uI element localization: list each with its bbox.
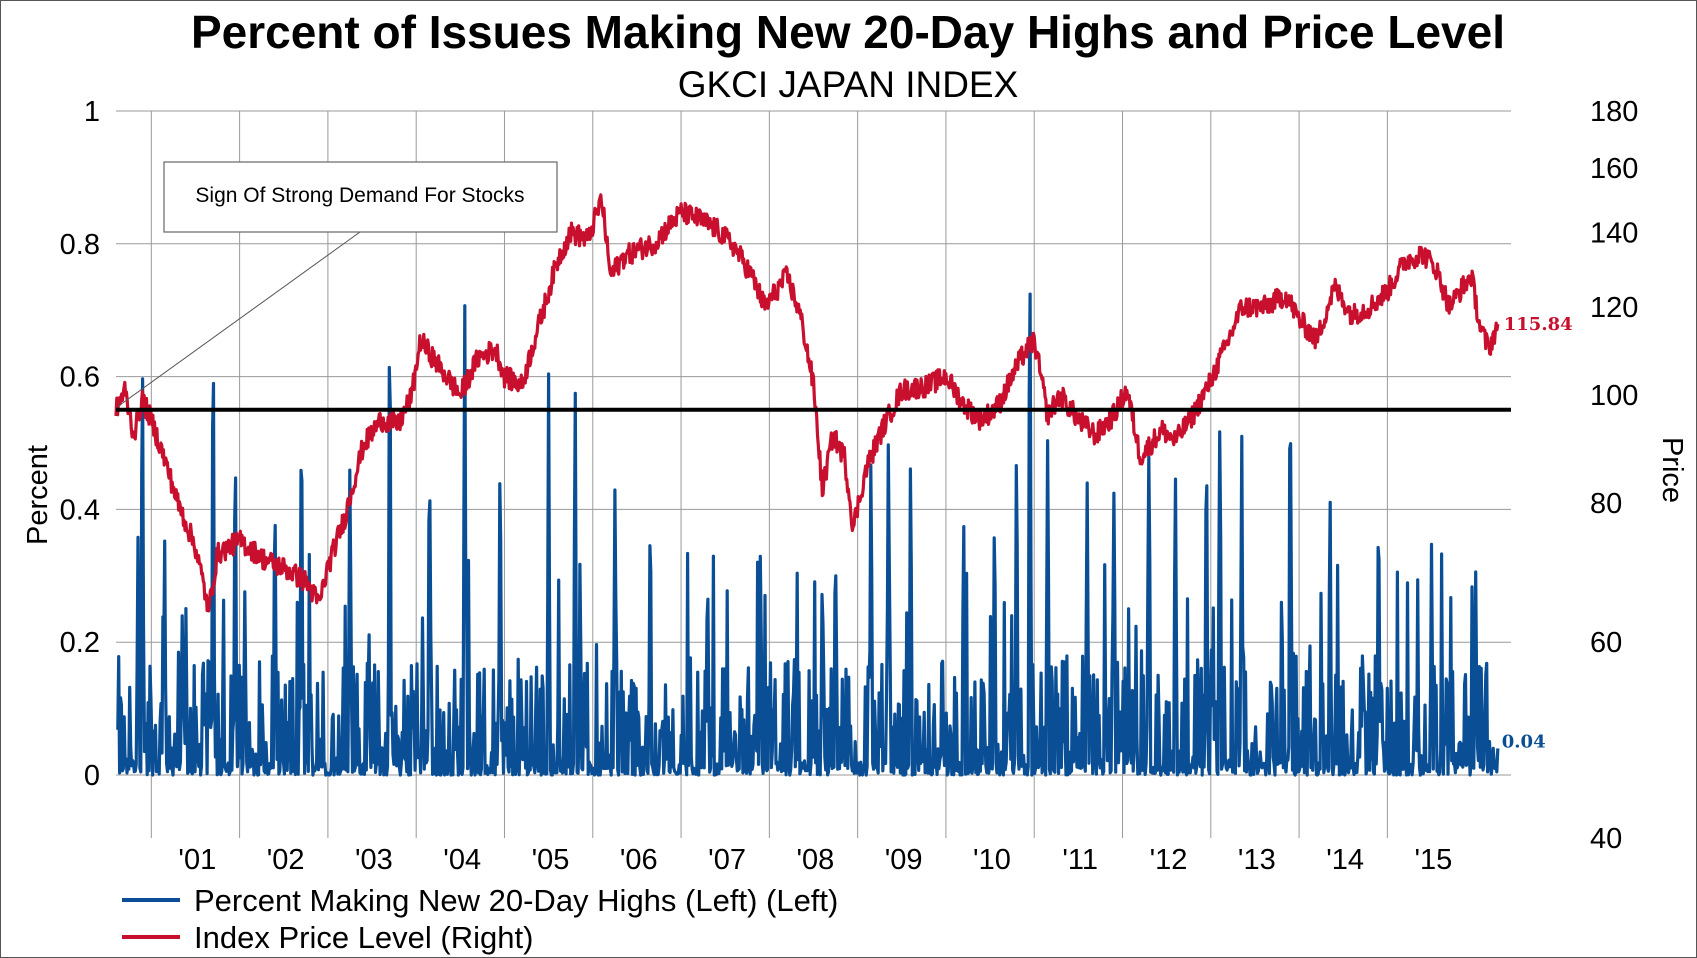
x-tick-label: '13 <box>1238 844 1276 876</box>
x-tick-label: '03 <box>355 844 393 876</box>
right-tick-label: 180 <box>1590 96 1638 128</box>
series-layer <box>114 193 1500 777</box>
left-tick-label: 0 <box>84 760 100 792</box>
right-tick-label: 140 <box>1590 217 1638 249</box>
left-tick-label: 0.8 <box>60 229 100 261</box>
x-tick-label: '09 <box>885 844 923 876</box>
right-tick-label: 40 <box>1590 823 1622 855</box>
chart-subtitle: GKCI JAPAN INDEX <box>678 64 1019 105</box>
series-percent-line <box>116 292 1500 777</box>
x-tick-label: '10 <box>973 844 1011 876</box>
right-tick-label: 120 <box>1590 292 1638 324</box>
x-tick-label: '11 <box>1062 844 1098 876</box>
x-tick-label: '14 <box>1326 844 1364 876</box>
left-tick-label: 0.4 <box>60 494 100 526</box>
series-price-line <box>114 193 1500 613</box>
right-tick-label: 80 <box>1590 488 1622 520</box>
x-tick-label: '07 <box>708 844 746 876</box>
x-tick-label: '02 <box>267 844 305 876</box>
percent-last-value-label: 0.04 <box>1502 731 1546 752</box>
annotation-box <box>163 161 558 233</box>
x-tick-label: '15 <box>1414 844 1452 876</box>
left-tick-label: 0.6 <box>60 362 100 394</box>
left-tick-label: 1 <box>84 96 100 128</box>
annotation: Sign Of Strong Demand For Stocks <box>117 161 558 407</box>
x-tick-label: '04 <box>443 844 481 876</box>
left-axis-label: Percent <box>22 445 54 545</box>
x-tick-label: '01 <box>178 844 216 876</box>
right-axis-ticks: 40 60 80 100 120 140 160 180 <box>1590 96 1638 855</box>
x-tick-label: '06 <box>620 844 658 876</box>
x-axis-ticks: '01 '02 '03 '04 '05 '06 '07 '08 '09 '10 '11 '12 '13 '… <box>178 844 1452 876</box>
right-tick-label: 160 <box>1590 153 1638 185</box>
legend-label-percent: Percent Making New 20-Day Highs (Left) (… <box>194 883 838 918</box>
right-tick-label: 100 <box>1590 380 1638 412</box>
annotation-text: Sign Of Strong Demand For Stocks <box>195 184 524 207</box>
right-axis-label: Price <box>1656 437 1688 503</box>
legend: Percent Making New 20-Day Highs (Left) (… <box>122 883 838 955</box>
legend-label-price: Index Price Level (Right) <box>194 920 533 955</box>
chart-title: Percent of Issues Making New 20-Day High… <box>191 6 1505 58</box>
x-tick-label: '12 <box>1150 844 1188 876</box>
x-tick-label: '05 <box>532 844 570 876</box>
left-axis-ticks: 0 0.2 0.4 0.6 0.8 1 <box>60 96 100 792</box>
right-tick-label: 60 <box>1590 627 1622 659</box>
left-tick-label: 0.2 <box>60 627 100 659</box>
annotation-pointer <box>117 231 361 407</box>
legend-item-price: Index Price Level (Right) <box>122 920 533 955</box>
price-last-value-label: 115.84 <box>1504 314 1573 335</box>
legend-item-percent: Percent Making New 20-Day Highs (Left) (… <box>122 883 838 918</box>
x-tick-label: '08 <box>796 844 834 876</box>
